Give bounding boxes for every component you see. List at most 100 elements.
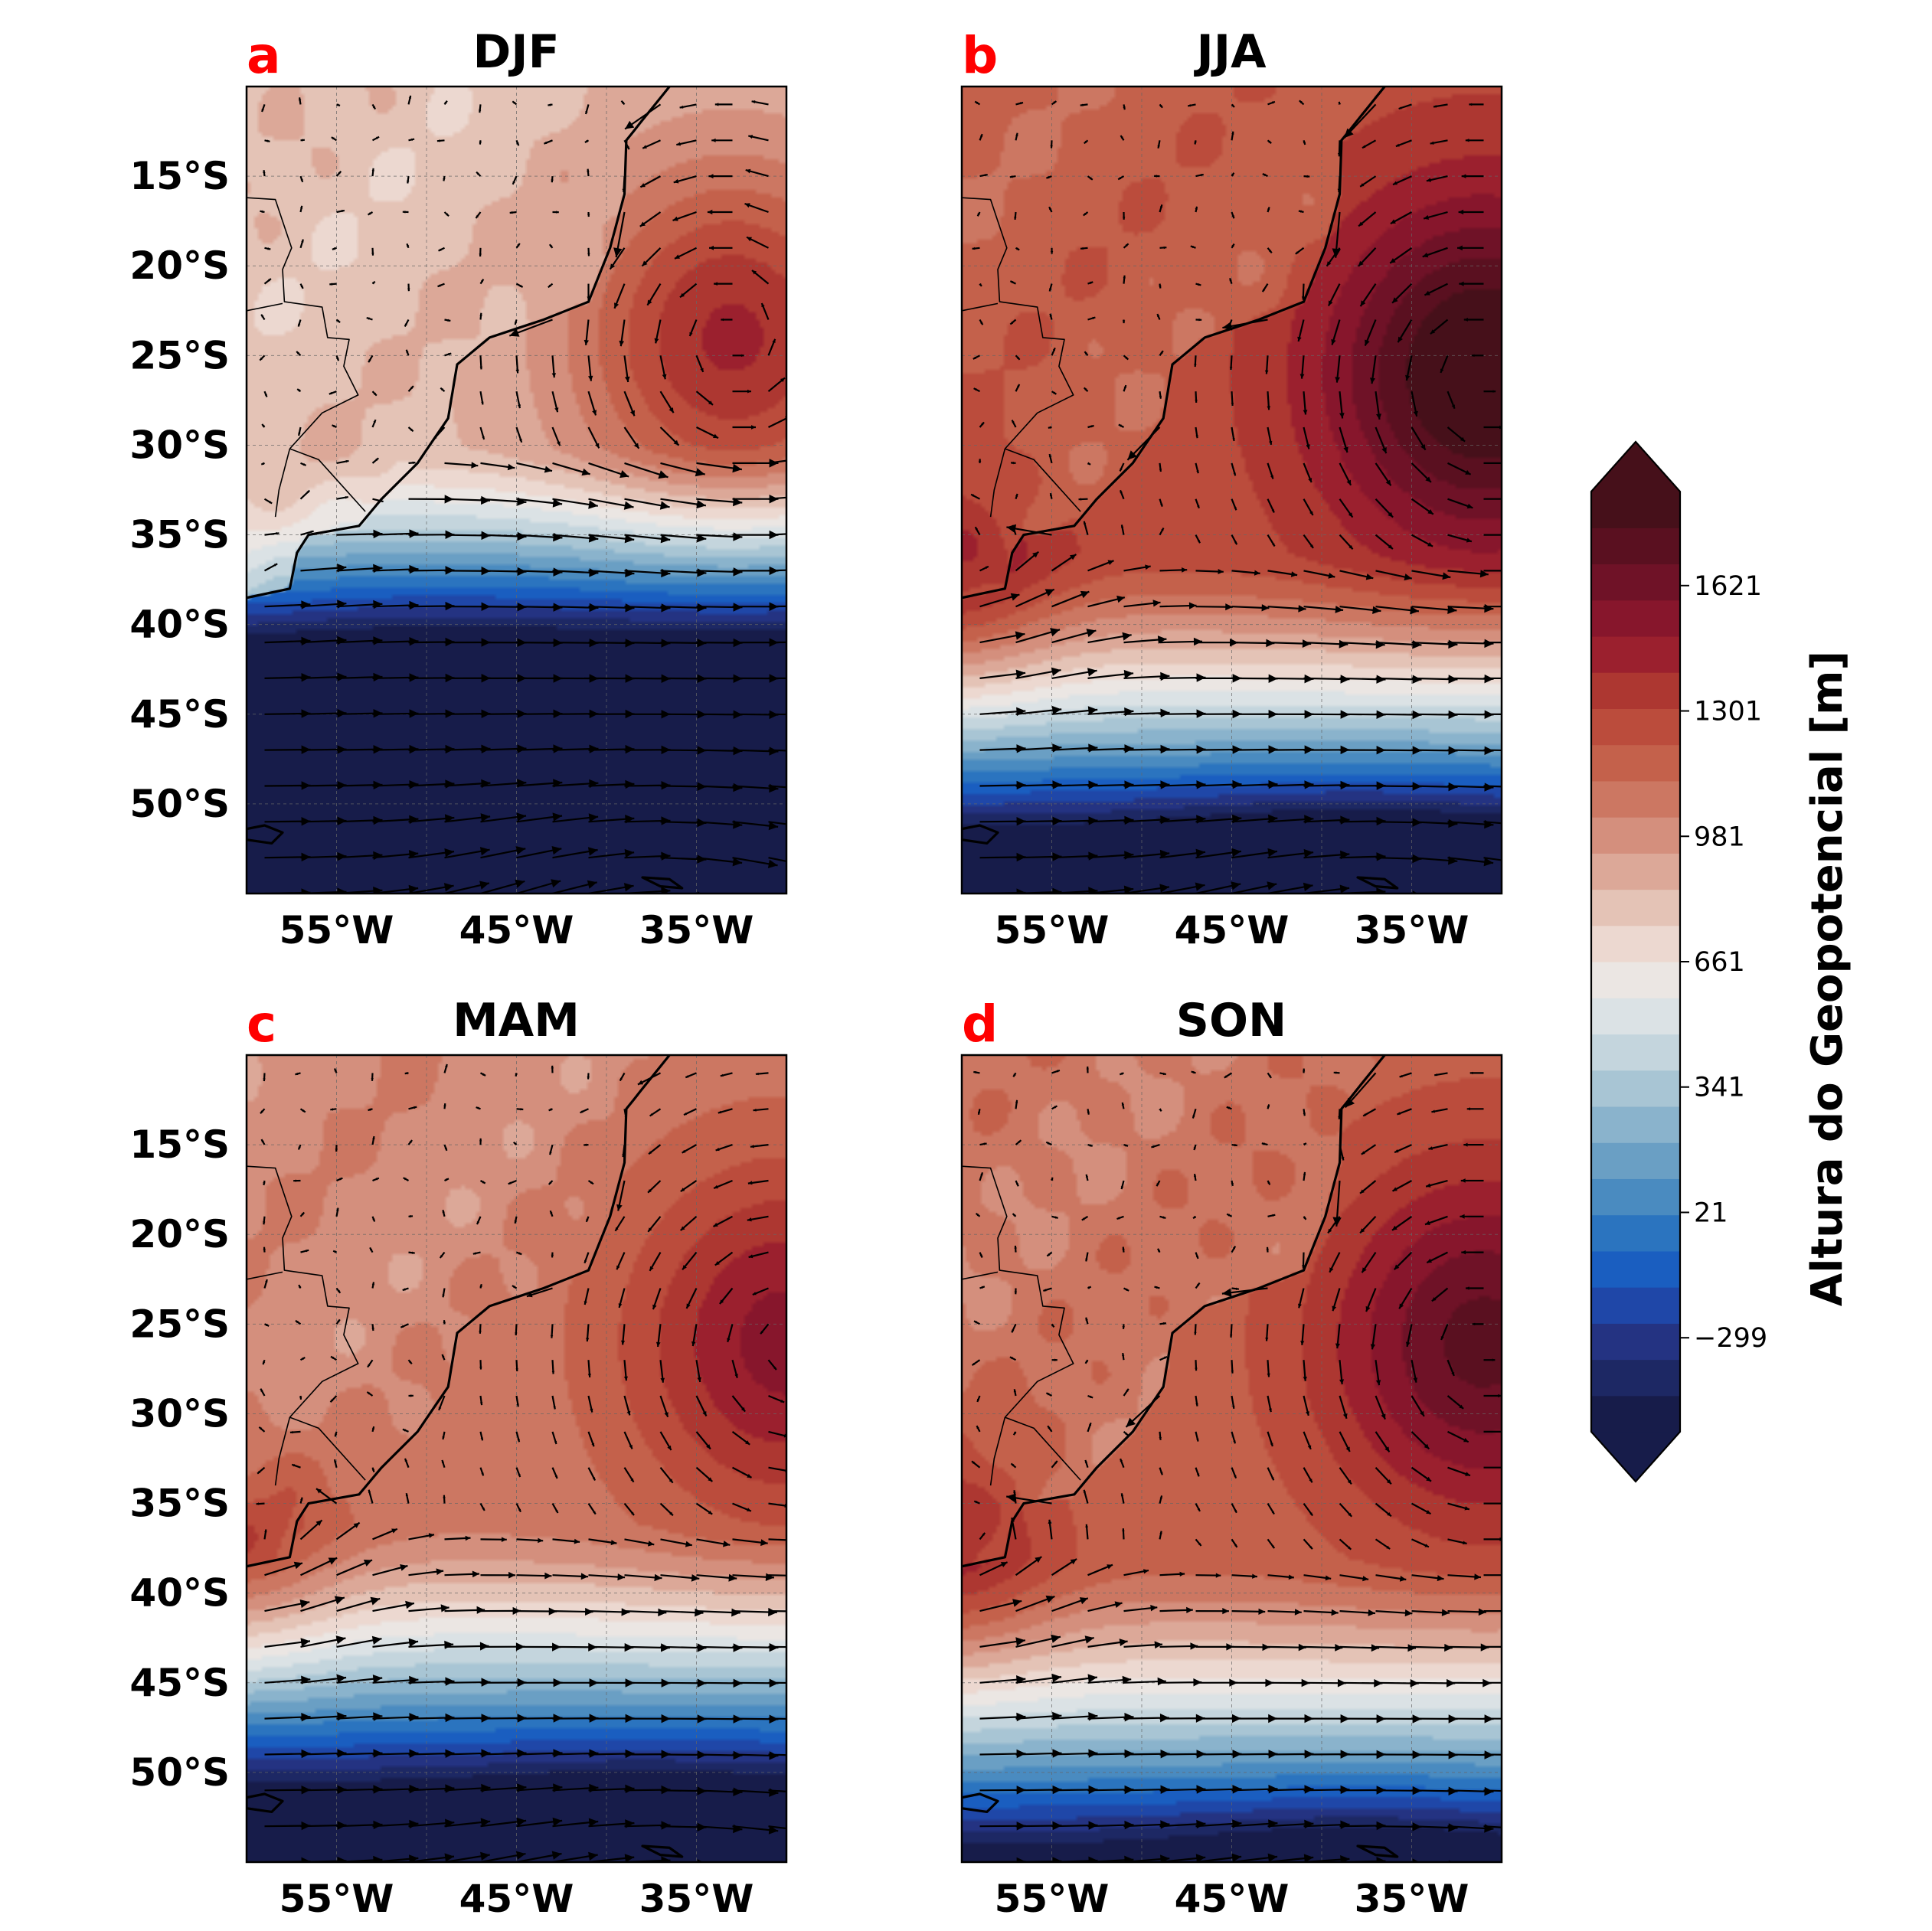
wind-arrow-head xyxy=(1052,887,1062,894)
wind-arrow-head xyxy=(443,1320,446,1323)
wind-arrow-head xyxy=(1231,881,1241,890)
wind-arrow-head xyxy=(1049,493,1053,496)
map-panel-d: d SON 55°W 45°W 35°W xyxy=(960,994,1527,1921)
wind-arrow-head xyxy=(1086,629,1097,638)
wind-arrow-head xyxy=(479,312,482,316)
wind-arrow-head xyxy=(803,1572,811,1580)
wind-arrow-head xyxy=(260,357,263,361)
wind-arrow-head xyxy=(975,527,978,531)
panel-title: MAM xyxy=(453,994,580,1047)
wind-arrow-head xyxy=(261,109,264,112)
wind-arrow-head xyxy=(1518,1678,1527,1687)
wind-arrow-head xyxy=(1420,444,1426,450)
wind-arrow-head xyxy=(330,1108,334,1111)
wind-arrow-head xyxy=(714,1184,718,1189)
wind-arrow-head xyxy=(1308,478,1313,483)
wind-arrow-head xyxy=(1306,175,1310,178)
wind-arrow-head xyxy=(1459,1404,1464,1409)
wind-arrow-head xyxy=(1303,142,1306,145)
map-frame xyxy=(960,85,1503,895)
wind-arrow-head xyxy=(412,461,416,465)
wind-arrow-head xyxy=(299,205,303,209)
wind-arrow-head xyxy=(798,1537,806,1544)
colorbar-swatch xyxy=(1591,1178,1680,1216)
panel-title: SON xyxy=(1176,994,1286,1047)
country-border xyxy=(962,1165,1074,1418)
wind-arrow-head xyxy=(648,1541,655,1547)
wind-arrow-head xyxy=(1048,1519,1052,1524)
wind-arrow-head xyxy=(1194,364,1197,368)
wind-arrow-head xyxy=(696,534,707,543)
wind-arrow-head xyxy=(1085,1360,1088,1364)
wind-arrow-head xyxy=(1295,251,1299,254)
wind-arrow-head xyxy=(1299,100,1303,103)
wind-arrow-head xyxy=(515,369,519,374)
wind-arrow-head xyxy=(1087,668,1097,677)
wind-arrow-head xyxy=(1070,1559,1077,1565)
wind-arrow-head xyxy=(515,846,526,855)
wind-arrow-head xyxy=(482,1181,485,1184)
wind-arrow-head xyxy=(768,821,779,831)
wind-arrow-head xyxy=(805,784,814,792)
wind-arrow-head xyxy=(1044,589,1054,596)
wind-arrow-head xyxy=(1304,780,1314,789)
wind-arrow-head xyxy=(1426,1476,1431,1482)
wind-arrow-head xyxy=(405,1493,409,1497)
wind-arrow-head xyxy=(445,1677,455,1686)
wind-arrow-head xyxy=(264,1529,267,1533)
wind-arrow-head xyxy=(1335,1644,1343,1652)
wind-arrow-head xyxy=(675,254,680,259)
wind-arrow-head xyxy=(551,879,561,888)
wind-arrow-head xyxy=(589,603,599,613)
wind-arrow-head xyxy=(1231,104,1234,107)
wind-arrow-head xyxy=(973,388,977,391)
wind-arrow-head xyxy=(1394,1264,1400,1270)
wind-arrow-head xyxy=(1234,1544,1237,1547)
wind-arrow-head xyxy=(1348,1546,1352,1550)
wind-arrow-head xyxy=(1051,667,1061,676)
wind-arrow-head xyxy=(437,284,441,287)
wind-arrow-head xyxy=(1051,1177,1054,1181)
wind-arrow-head xyxy=(515,879,525,888)
wind-arrow-head xyxy=(1521,710,1530,719)
wind-arrow-head xyxy=(544,466,552,473)
wind-arrow-head xyxy=(371,1328,374,1331)
panel-title: JJA xyxy=(1193,25,1267,79)
wind-arrow xyxy=(732,892,736,894)
wind-arrow-head xyxy=(518,1252,522,1255)
wind-arrow-head xyxy=(654,338,659,344)
wind-arrow-head xyxy=(974,1501,978,1504)
wind-arrow-head xyxy=(373,1820,383,1830)
wind-arrow-head xyxy=(1083,212,1087,216)
wind-arrow-head xyxy=(1088,887,1098,894)
wind-arrow-head xyxy=(337,103,340,106)
wind-arrow-head xyxy=(1049,288,1052,292)
wind-arrow-head xyxy=(727,1338,731,1342)
wind-arrow-head xyxy=(625,120,635,129)
wind-arrow-head xyxy=(306,1250,309,1253)
wind-arrow-head xyxy=(552,812,562,822)
wind-arrow-head xyxy=(1195,1256,1198,1259)
wind-arrow-head xyxy=(1124,815,1134,825)
wind-arrow-head xyxy=(1035,1557,1042,1563)
wind-arrow-head xyxy=(805,565,814,574)
wind-arrow-head xyxy=(593,1511,596,1514)
wind-arrow-head xyxy=(977,1111,981,1115)
wind-arrow-head xyxy=(1122,1326,1125,1329)
wind-arrow-head xyxy=(1015,631,1025,640)
wind-arrow-head xyxy=(292,1464,296,1467)
wind-arrow-head xyxy=(1107,560,1114,565)
wind-arrow-head xyxy=(520,1108,524,1111)
wind-arrow-head xyxy=(661,816,671,825)
wind-arrow-head xyxy=(755,1072,759,1076)
wind-arrow-head xyxy=(1234,1143,1237,1147)
country-border xyxy=(274,448,291,518)
wind-arrow-head xyxy=(404,323,407,327)
wind-arrow-head xyxy=(1326,261,1332,266)
wind-arrow-head xyxy=(662,374,667,380)
wind-arrow-head xyxy=(333,1250,337,1253)
wind-arrow-head xyxy=(625,603,635,613)
wind-arrow xyxy=(1483,749,1502,752)
wind-arrow-head xyxy=(1159,849,1170,859)
wind-arrow-head xyxy=(751,425,756,430)
